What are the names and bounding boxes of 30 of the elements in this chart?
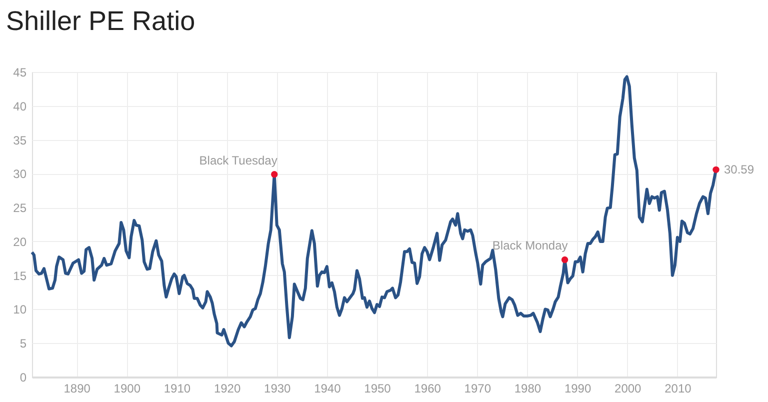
chart-title: Shiller PE Ratio (6, 6, 196, 36)
y-tick-label: 20 (13, 234, 27, 249)
x-tick-label: 1980 (514, 382, 542, 396)
x-tick-label: 1990 (564, 382, 592, 396)
point (271, 170, 278, 178)
x-tick-label: 1950 (364, 382, 392, 396)
x-tick-label: 1910 (164, 382, 191, 396)
x-tick-label: 1900 (114, 382, 141, 396)
data-label: 30.59 (724, 162, 754, 177)
x-tick-label: 1970 (464, 382, 492, 396)
y-tick-label: 25 (13, 201, 27, 216)
y-tick-label: 30 (13, 167, 27, 182)
x-tick-label: 1940 (314, 382, 342, 396)
point (561, 256, 568, 264)
y-tick-label: 15 (13, 268, 27, 283)
y-tick-label: 40 (13, 99, 27, 114)
y-tick-label: 45 (13, 66, 27, 80)
x-tick-label: 1890 (64, 382, 91, 396)
y-tick-label: 10 (13, 302, 27, 317)
y-tick-label: 5 (20, 336, 27, 351)
point (712, 166, 720, 174)
x-tick-label: 1920 (214, 382, 241, 396)
annotation: Black Monday (492, 238, 568, 253)
annotation: Black Tuesday (199, 153, 278, 168)
x-tick-label: 2000 (614, 382, 642, 396)
y-tick-label: 0 (20, 370, 27, 384)
x-tick-label: 2010 (664, 382, 692, 396)
y-tick-label: 35 (13, 133, 27, 148)
x-tick-label: 1960 (414, 382, 442, 396)
x-tick-label: 1930 (264, 382, 292, 396)
